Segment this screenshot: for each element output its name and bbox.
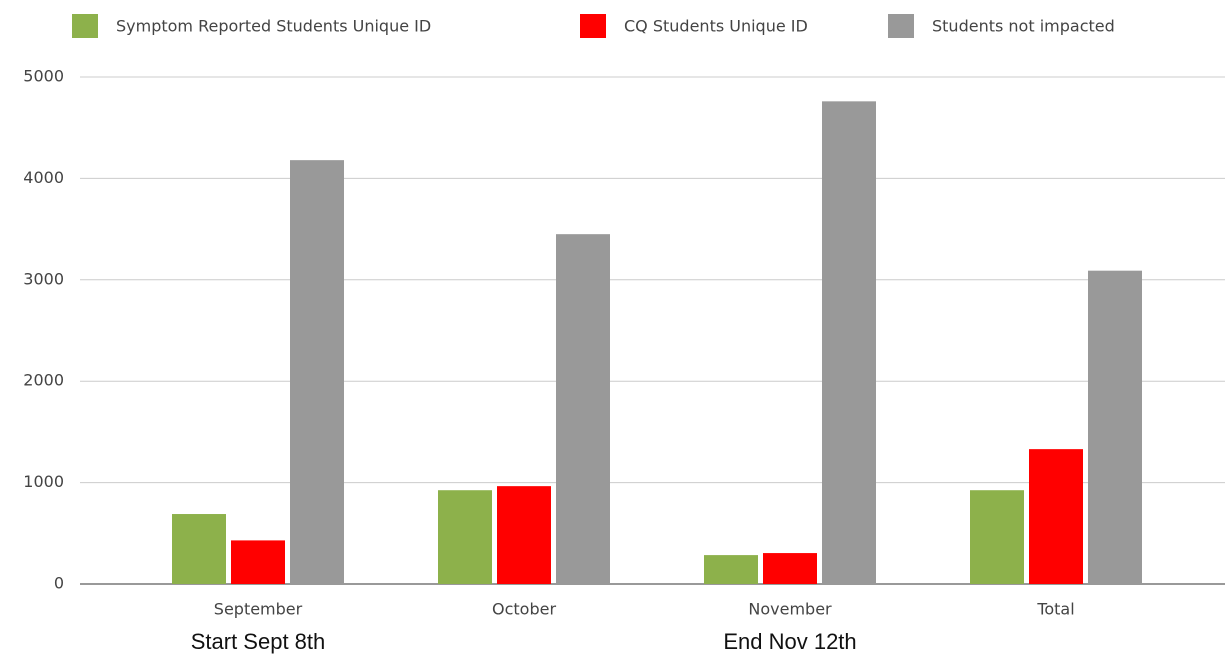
y-tick-label: 3000 xyxy=(23,269,64,288)
legend-swatch xyxy=(580,14,606,38)
bar xyxy=(290,160,344,584)
x-tick-label: October xyxy=(492,600,556,619)
bar xyxy=(497,486,551,584)
legend-label: Symptom Reported Students Unique ID xyxy=(116,17,431,36)
legend-label: CQ Students Unique ID xyxy=(624,17,808,36)
x-tick-label: September xyxy=(214,600,303,619)
legend-swatch xyxy=(888,14,914,38)
legend-label: Students not impacted xyxy=(932,17,1115,36)
y-tick-label: 4000 xyxy=(23,168,64,187)
x-tick-label: Total xyxy=(1036,600,1074,619)
x-tick-label: November xyxy=(748,600,832,619)
y-tick-label: 2000 xyxy=(23,371,64,390)
bar xyxy=(1088,270,1142,584)
y-tick-label: 0 xyxy=(54,574,64,593)
bar xyxy=(1029,449,1083,584)
y-tick-label: 1000 xyxy=(23,472,64,491)
bar xyxy=(763,553,817,584)
y-tick-label: 5000 xyxy=(23,67,64,86)
bar xyxy=(822,101,876,584)
bar xyxy=(172,514,226,584)
bar xyxy=(231,540,285,584)
legend-swatch xyxy=(72,14,98,38)
annotation: End Nov 12th xyxy=(723,629,856,654)
bar xyxy=(438,490,492,584)
annotation: Start Sept 8th xyxy=(191,629,326,654)
bar xyxy=(970,490,1024,584)
bar xyxy=(556,234,610,585)
bar xyxy=(704,555,758,584)
